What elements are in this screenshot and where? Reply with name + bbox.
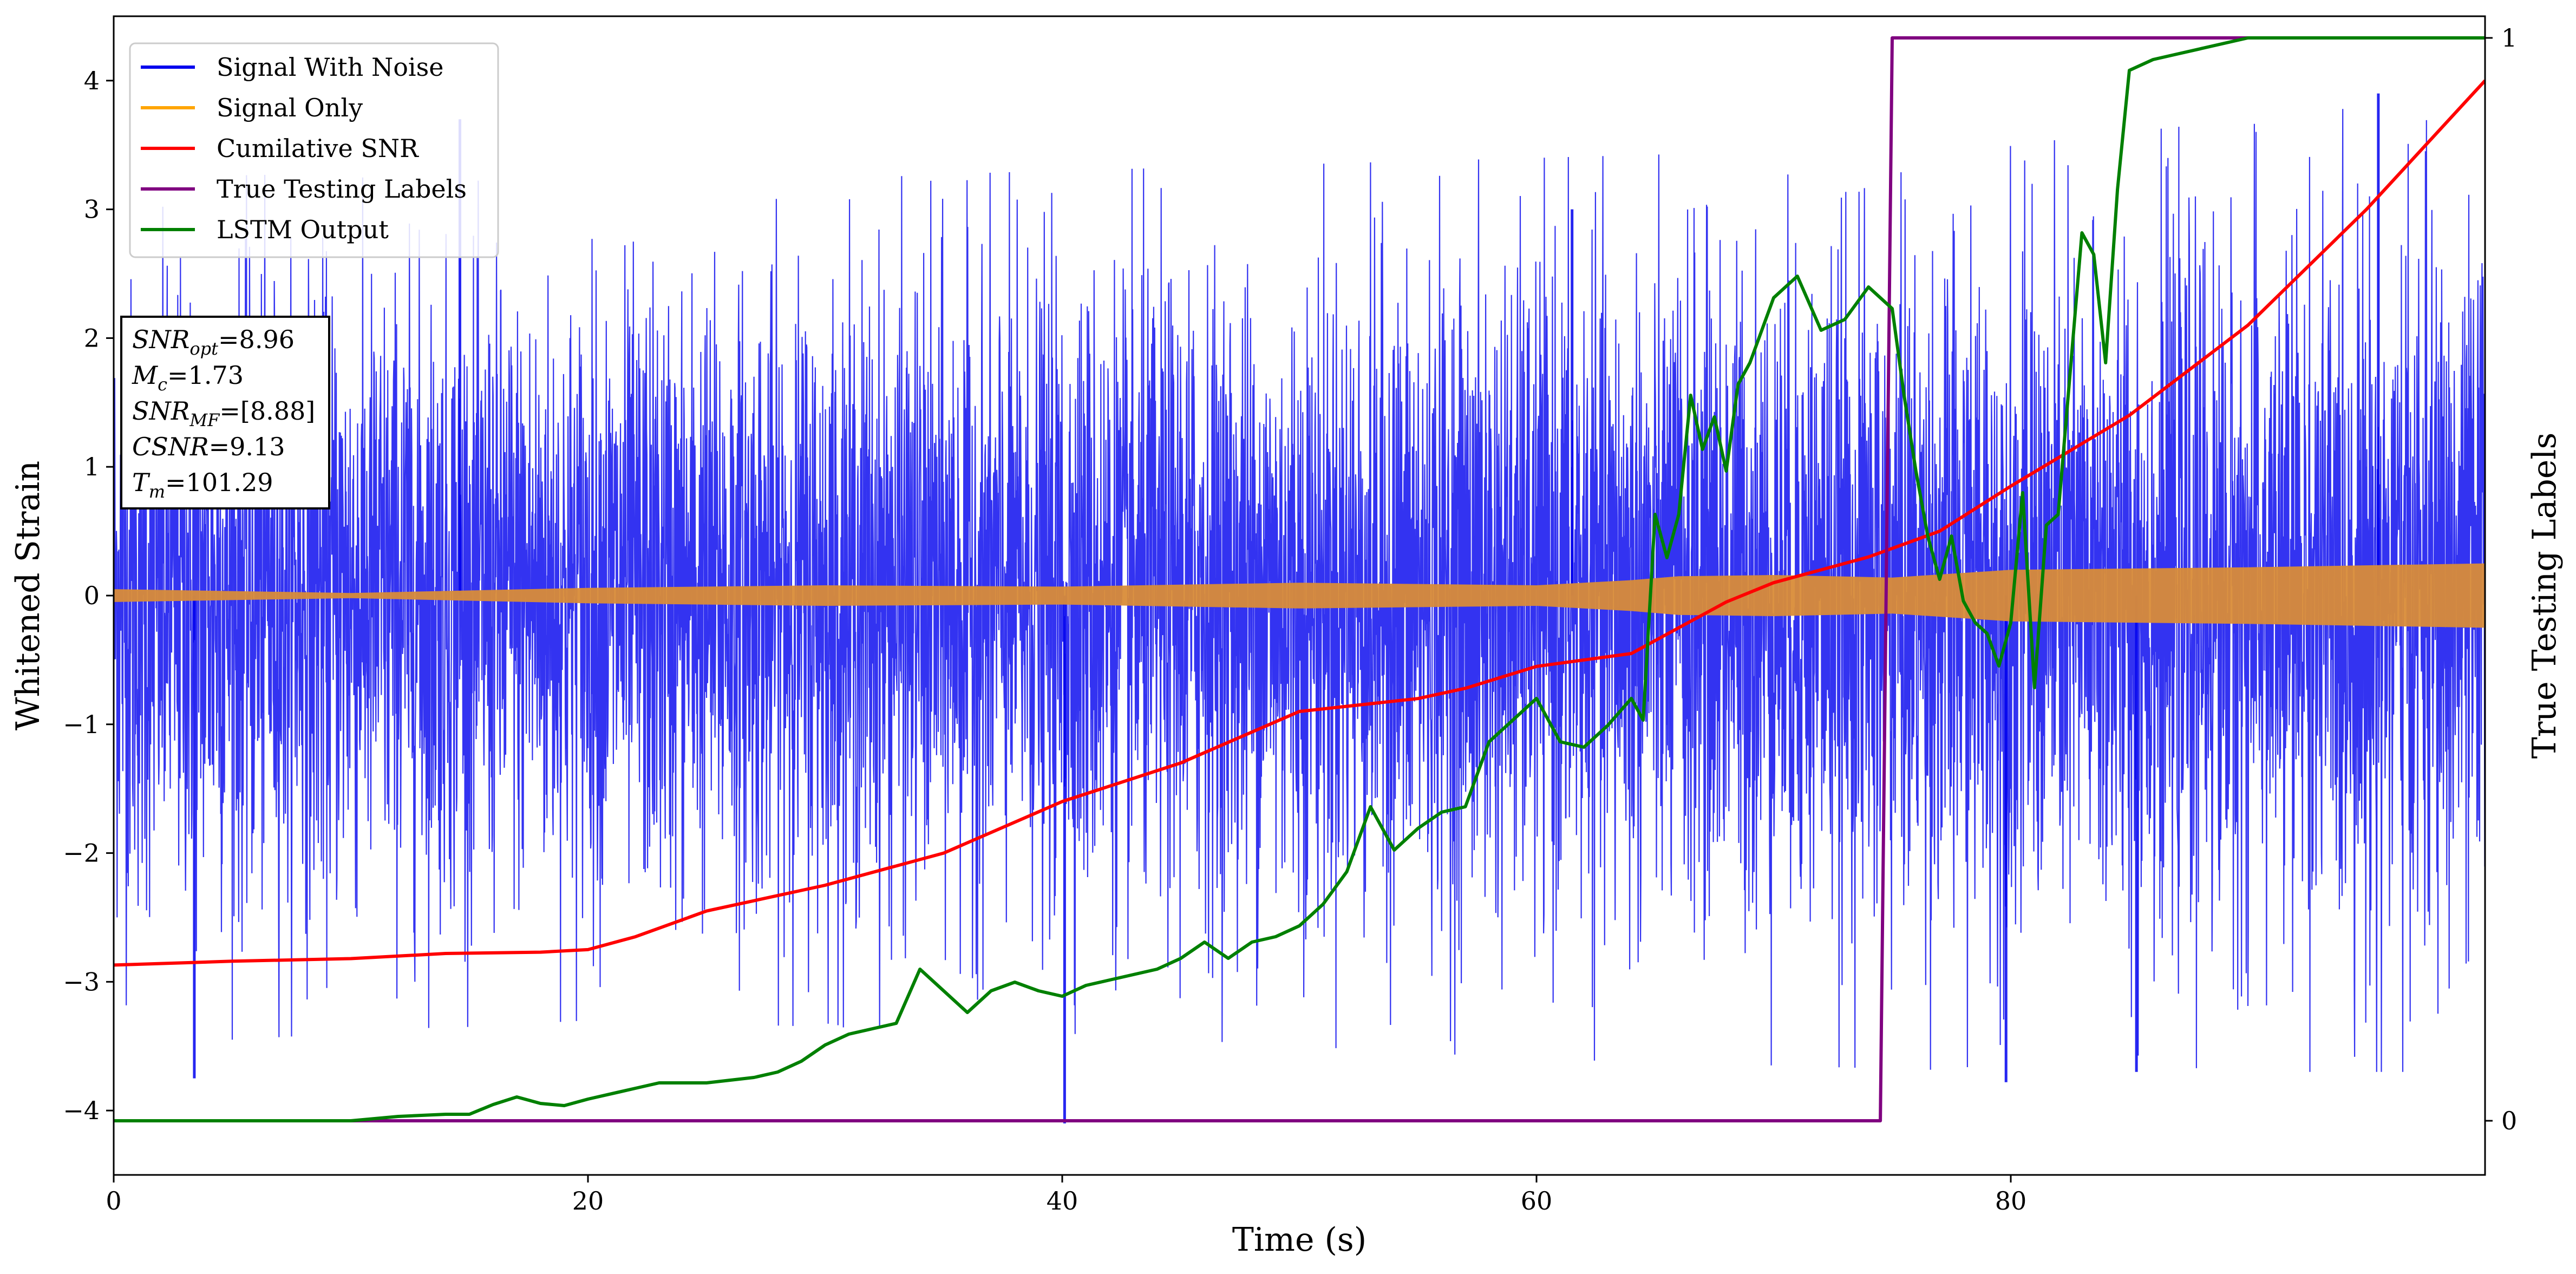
lstm-output-line (114, 36, 2485, 1122)
y-tick-label: 4 (84, 66, 100, 95)
legend-label: Signal With Noise (217, 53, 443, 82)
y-tick-label: 3 (84, 195, 100, 224)
y-tick-label: −4 (63, 1096, 100, 1125)
y2-tick-label: 1 (2501, 23, 2517, 53)
x-tick-label: 80 (1995, 1186, 2027, 1216)
legend-label: True Testing Labels (217, 174, 467, 204)
y2-axis-title: True Testing Labels (2526, 433, 2564, 759)
true-testing-labels-line (114, 36, 2485, 1122)
info-line: Tm=101.29 (132, 468, 273, 502)
y-tick-label: −1 (63, 710, 100, 739)
y-axis-title: Whitened Strain (9, 461, 47, 730)
x-tick-label: 0 (106, 1186, 121, 1216)
info-line: SNRopt=8.96 (132, 325, 295, 359)
x-axis-title: Time (s) (1232, 1221, 1367, 1259)
legend-frame (129, 42, 499, 258)
signal-with-noise-series (114, 93, 2485, 1123)
legend: Signal With Noise Signal Only Cumilative S… (129, 42, 499, 258)
x-tick-label: 20 (572, 1186, 604, 1216)
y2-tick-label: 0 (2501, 1106, 2517, 1135)
y-tick-label: 1 (84, 452, 100, 481)
x-tick-label: 60 (1521, 1186, 1553, 1216)
signal-only-series (114, 563, 2485, 628)
signal-only-band (114, 563, 2485, 628)
info-line: CSNR=9.13 (132, 432, 285, 461)
y-tick-label: −2 (63, 839, 100, 868)
plot-area (114, 36, 2485, 1123)
y-tick-label: −3 (63, 967, 100, 996)
line-series-group (114, 36, 2485, 1122)
info-line: SNRMF=[8.88] (132, 396, 315, 430)
cumilative-snr-line (114, 79, 2485, 967)
legend-label: Cumilative SNR (217, 134, 419, 163)
legend-label: Signal Only (217, 93, 363, 122)
y-tick-label: 0 (84, 581, 100, 610)
info-line: Mc=1.73 (132, 361, 244, 395)
legend-label: LSTM Output (217, 215, 389, 244)
info-box-frame (120, 316, 330, 509)
x-tick-label: 40 (1047, 1186, 1078, 1216)
y-tick-label: 2 (84, 323, 100, 352)
